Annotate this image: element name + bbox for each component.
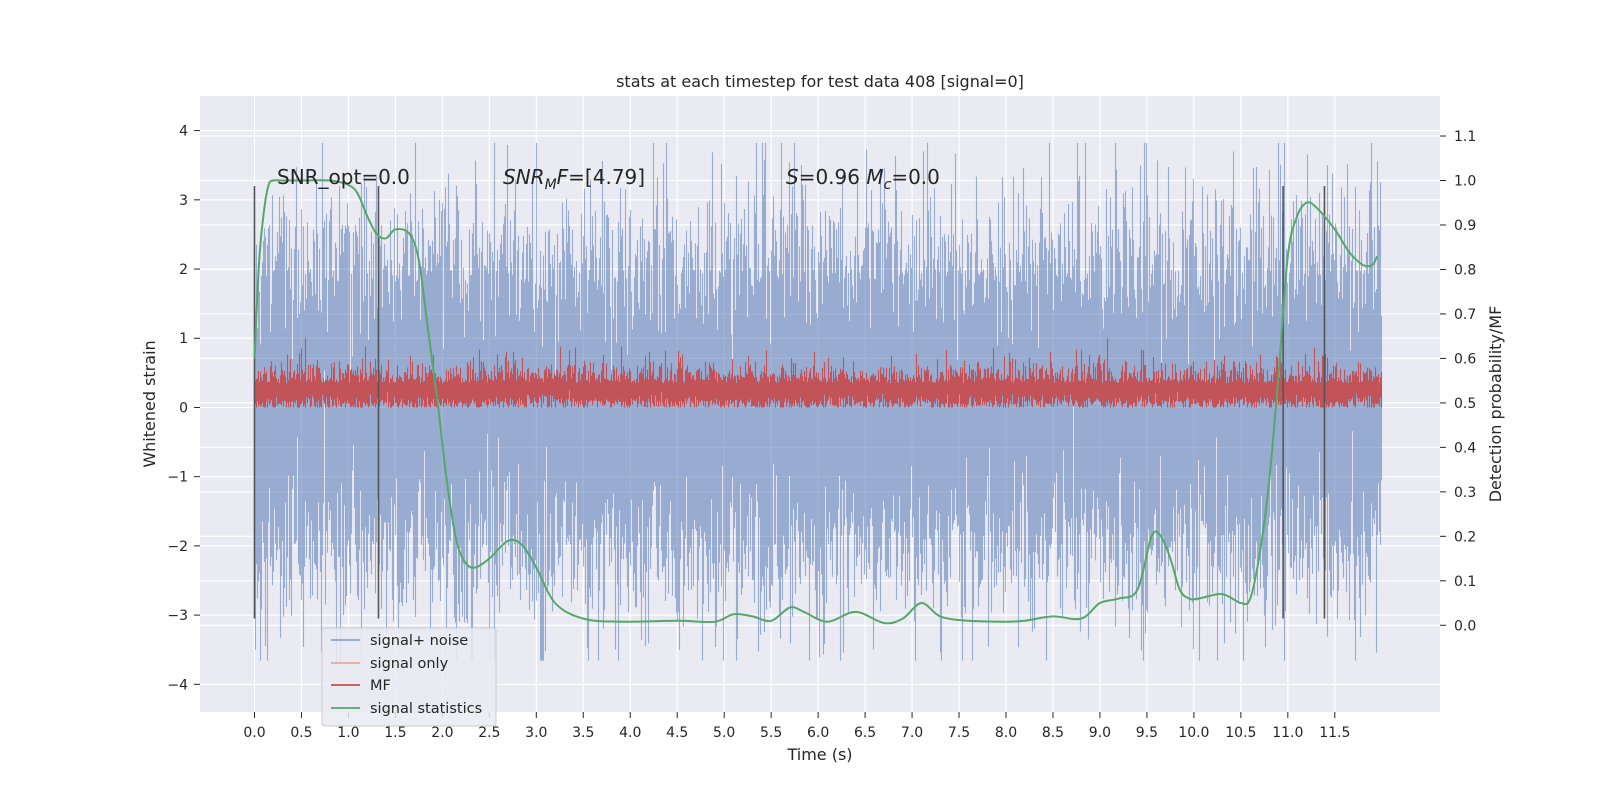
x-tick-label: 5.0 — [713, 725, 735, 741]
x-tick-label: 8.5 — [1042, 725, 1064, 741]
y-right-tick-label: 0.1 — [1454, 574, 1476, 590]
legend-box — [321, 627, 497, 727]
y-right-tick-label: 0.4 — [1454, 440, 1476, 456]
x-tick-label: 2.5 — [478, 725, 500, 741]
x-tick-label: 2.0 — [431, 725, 453, 741]
legend-label-mf: MF — [370, 678, 391, 694]
legend-label-signal-statistics: signal statistics — [370, 701, 482, 717]
annotation-snr-mf: SNRMF=[4.79] — [503, 165, 645, 193]
x-tick-label: 1.5 — [384, 725, 406, 741]
y-axis-left-ticks: −4 −3 −2 −1 0 1 2 3 4 — [167, 124, 200, 693]
annotation-s-mc: S=0.96 Mc=0.0 — [786, 165, 940, 193]
x-tick-label: 4.0 — [619, 725, 641, 741]
y-right-tick-label: 1.1 — [1454, 129, 1476, 145]
x-tick-label: 7.5 — [948, 725, 970, 741]
x-tick-label: 1.0 — [337, 725, 359, 741]
y-right-tick-label: 1.0 — [1454, 174, 1476, 190]
legend-label-signal-only: signal only — [370, 656, 449, 672]
x-tick-label: 8.0 — [995, 725, 1017, 741]
y-right-tick-label: 0.6 — [1454, 351, 1476, 367]
y-right-tick-label: 0.8 — [1454, 262, 1476, 278]
x-axis-ticks: 0.0 0.5 1.0 1.5 2.0 2.5 3.0 3.5 4.0 4.5 5.0 5.5 6.0 6… — [243, 712, 1350, 741]
signal-statistics-line — [253, 179, 1379, 625]
y-tick-label: 0 — [179, 400, 188, 416]
y-tick-label: −3 — [167, 608, 188, 624]
x-tick-label: 10.0 — [1178, 725, 1209, 741]
y-tick-label: 2 — [179, 262, 188, 278]
x-tick-label: 10.5 — [1225, 725, 1256, 741]
y-tick-label: −4 — [167, 677, 188, 693]
x-tick-label: 5.5 — [760, 725, 782, 741]
y-axis-title: Whitened strain — [140, 340, 159, 467]
legend: signal+ noise signal only MF signal stat… — [321, 627, 497, 727]
x-tick-label: 0.0 — [243, 725, 265, 741]
x-tick-label: 3.5 — [572, 725, 594, 741]
x-tick-label: 9.0 — [1089, 725, 1111, 741]
y-right-tick-label: 0.0 — [1454, 618, 1476, 634]
x-tick-label: 3.0 — [525, 725, 547, 741]
y-tick-label: −2 — [167, 539, 188, 555]
x-tick-label: 4.5 — [666, 725, 688, 741]
y-tick-label: 4 — [179, 124, 188, 140]
y-axis-right-ticks: 0.0 0.1 0.2 0.3 0.4 0.5 0.6 0.7 0.8 0.9 1.0 1.1 — [1440, 129, 1476, 634]
x-tick-label: 7.0 — [901, 725, 923, 741]
x-axis-title: Time (s) — [786, 745, 852, 764]
x-tick-label: 6.0 — [807, 725, 829, 741]
y-tick-label: −1 — [167, 470, 188, 486]
x-tick-label: 0.5 — [290, 725, 312, 741]
legend-label-signal-noise: signal+ noise — [370, 633, 468, 649]
y-right-tick-label: 0.3 — [1454, 485, 1476, 501]
y-tick-label: 3 — [179, 193, 188, 209]
signal-statistics-series — [253, 179, 1379, 625]
x-tick-label: 11.0 — [1272, 725, 1303, 741]
chart-title: stats at each timestep for test data 408… — [616, 72, 1024, 91]
y-right-tick-label: 0.5 — [1454, 396, 1476, 412]
x-tick-label: 11.5 — [1319, 725, 1350, 741]
vertical-markers — [253, 185, 1326, 619]
x-tick-label: 9.5 — [1136, 725, 1158, 741]
x-tick-label: 6.5 — [854, 725, 876, 741]
y-right-tick-label: 0.2 — [1454, 529, 1476, 545]
y-right-tick-label: 0.9 — [1454, 218, 1476, 234]
y-tick-label: 1 — [179, 331, 188, 347]
annotation-snr-opt: SNR_opt=0.0 — [277, 165, 410, 189]
y-right-tick-label: 0.7 — [1454, 307, 1476, 323]
y-axis-right-title: Detection probability/MF — [1486, 306, 1505, 503]
